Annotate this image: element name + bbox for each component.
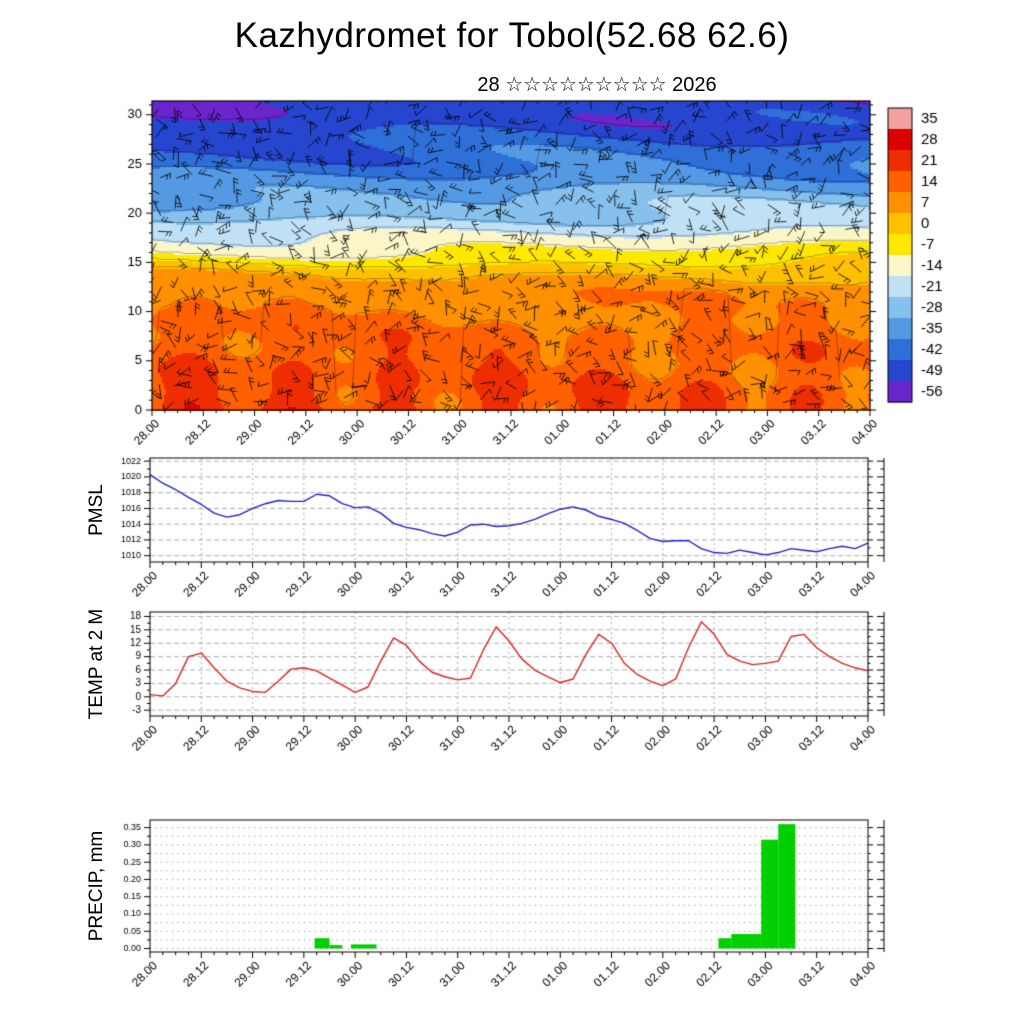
precip-panel bbox=[150, 820, 868, 952]
figure-subtitle: 28 ☆☆☆☆☆☆☆☆☆ 2026 bbox=[477, 74, 717, 96]
pmsl-axis-label: PMSL bbox=[86, 484, 107, 536]
figure-title: Kazhydromet for Tobol(52.68 62.6) bbox=[234, 16, 790, 55]
precip-axis-label: PRECIP, mm bbox=[86, 830, 107, 942]
upper-air-panel bbox=[152, 101, 870, 410]
temp-axis-label: TEMP at 2 M bbox=[86, 608, 107, 720]
temp-panel bbox=[150, 612, 868, 716]
temperature-colorbar bbox=[888, 108, 912, 402]
pmsl-panel bbox=[150, 458, 868, 562]
